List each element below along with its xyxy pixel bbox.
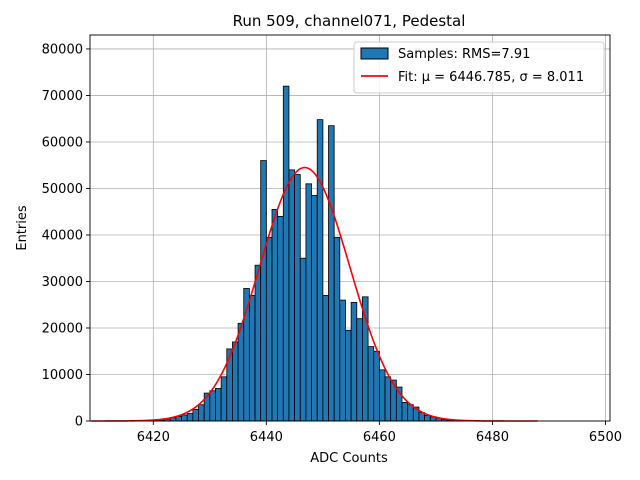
legend: Samples: RMS=7.91 Fit: μ = 6446.785, σ =… [353, 41, 605, 94]
histogram-bar [424, 415, 431, 422]
histogram-bar [254, 264, 262, 422]
y-tick-label: 40000 [42, 228, 83, 243]
histogram-bar [277, 215, 284, 422]
histogram-bar [271, 208, 279, 422]
histogram-bar [305, 183, 312, 422]
x-tick-label: 6460 [363, 430, 396, 445]
histogram-bar [282, 85, 290, 422]
x-axis-label: ADC Counts [310, 451, 388, 466]
histogram-bar [248, 295, 256, 422]
histogram-bar [181, 414, 188, 422]
histogram-bar [299, 257, 307, 422]
x-tick-label: 6480 [476, 430, 509, 445]
histogram-bar [401, 401, 409, 422]
histogram-bar [333, 236, 341, 422]
histogram-bar [407, 404, 414, 422]
histogram-bar [198, 404, 205, 422]
x-tick-label: 6420 [137, 430, 170, 445]
legend-samples-label: Samples: RMS=7.91 [398, 47, 530, 62]
y-tick-label: 20000 [42, 321, 83, 336]
histogram-bar [384, 376, 392, 422]
histogram-bar [345, 329, 352, 422]
plot-frame [89, 34, 611, 422]
histogram-bar [209, 390, 216, 422]
y-tick-label: 0 [75, 415, 83, 430]
histogram-bar [328, 125, 335, 422]
histogram-bar [350, 302, 358, 422]
y-axis-label: Entries [15, 205, 30, 251]
histogram-bar [232, 341, 239, 422]
y-axis-ticks: 0 10000 20000 30000 40000 50000 60000 70000 8000… [42, 42, 90, 430]
histogram-bar [373, 350, 380, 422]
histogram-bar [237, 322, 245, 422]
legend-fit-label: Fit: μ = 6446.785, σ = 8.011 [398, 70, 584, 85]
legend-samples-swatch [360, 47, 389, 60]
histogram-bar [260, 160, 267, 422]
x-tick-label: 6500 [589, 430, 622, 445]
histogram-bar [294, 174, 301, 422]
legend-frame [353, 41, 605, 94]
y-tick-label: 80000 [42, 42, 83, 57]
histogram-bar [356, 318, 363, 422]
histogram-bar [186, 413, 194, 422]
histogram-bars [152, 85, 465, 422]
y-tick-label: 10000 [42, 368, 83, 383]
y-tick-label: 60000 [42, 135, 83, 150]
histogram-bar [265, 236, 273, 422]
histogram-bar [316, 119, 324, 422]
histogram-bar [192, 408, 199, 422]
fit-curve [91, 166, 538, 422]
histogram-bar [367, 346, 375, 422]
x-tick-label: 6440 [250, 430, 283, 445]
y-tick-label: 50000 [42, 182, 83, 197]
histogram-bar [339, 299, 346, 422]
histogram-bar [311, 195, 318, 422]
histogram-bar [378, 369, 386, 422]
x-axis-ticks: 6420 6440 6460 6480 6500 [137, 421, 622, 445]
histogram-bar [322, 295, 329, 422]
histogram-bar [215, 388, 222, 422]
y-tick-label: 30000 [42, 275, 83, 290]
histogram-bar [288, 169, 296, 422]
histogram-bar [220, 376, 228, 422]
y-tick-label: 70000 [42, 89, 83, 104]
chart-title: Run 509, channel071, Pedestal [233, 12, 466, 30]
